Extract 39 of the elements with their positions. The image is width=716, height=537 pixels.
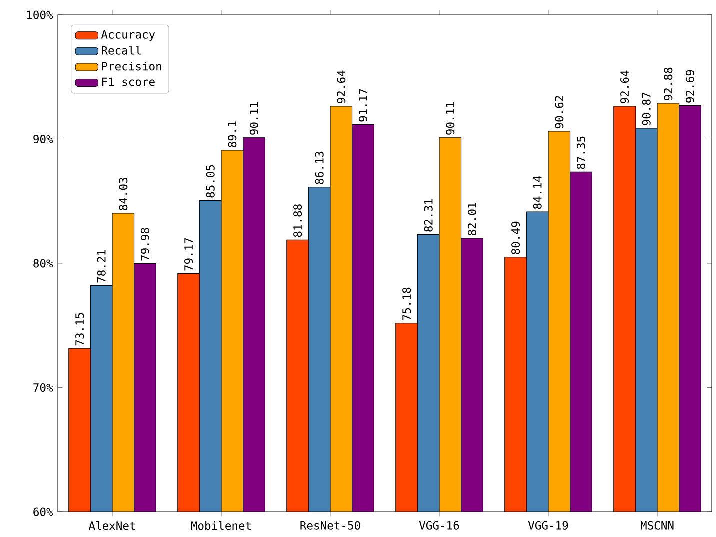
data-label: 89.1 xyxy=(228,122,237,148)
data-label: 92.64 xyxy=(620,70,630,104)
data-label: 91.17 xyxy=(358,89,368,122)
data-label: 92.88 xyxy=(664,68,673,100)
x-tick-label: Mobilenet xyxy=(191,521,251,530)
legend-label: Precision xyxy=(102,62,162,71)
data-label: 84.03 xyxy=(119,178,128,210)
y-tick-label: 90% xyxy=(34,134,54,144)
data-label: 80.49 xyxy=(512,222,520,254)
x-tick-label: AlexNet xyxy=(88,521,136,530)
x-tick-label: ResNet-50 xyxy=(300,521,360,530)
data-label: 90.87 xyxy=(642,93,651,126)
data-label: 85.05 xyxy=(206,165,215,198)
data-label: 75.18 xyxy=(402,288,412,320)
y-tick-label: 70% xyxy=(34,383,54,392)
data-label: 90.62 xyxy=(555,96,564,129)
legend-label: Recall xyxy=(102,46,141,55)
data-label: 82.31 xyxy=(424,199,433,232)
data-label: 86.13 xyxy=(315,152,324,184)
legend-label: F1 score xyxy=(102,78,155,86)
data-label: 79.98 xyxy=(140,228,150,261)
x-tick-label: VGG-19 xyxy=(528,521,568,530)
y-tick-label: 100% xyxy=(27,10,54,20)
data-label: 81.88 xyxy=(294,204,302,238)
data-label: 90.11 xyxy=(250,102,258,135)
data-label: 82.01 xyxy=(468,203,476,236)
data-label: 79.17 xyxy=(184,238,194,271)
data-label: 90.11 xyxy=(446,102,455,135)
data-label: 73.15 xyxy=(76,313,84,346)
data-label: 92.69 xyxy=(686,70,694,103)
y-tick-label: 60% xyxy=(34,508,54,516)
data-label: 78.21 xyxy=(97,250,106,283)
legend-label: Accuracy xyxy=(101,30,156,42)
x-tick-label: VGG-16 xyxy=(419,521,460,530)
x-tick-label: MSCNN xyxy=(640,521,674,530)
data-label: 92.64 xyxy=(337,70,346,104)
data-label: 87.35 xyxy=(576,136,586,170)
data-label: 84.14 xyxy=(533,176,542,210)
y-tick-label: 80% xyxy=(34,259,54,268)
